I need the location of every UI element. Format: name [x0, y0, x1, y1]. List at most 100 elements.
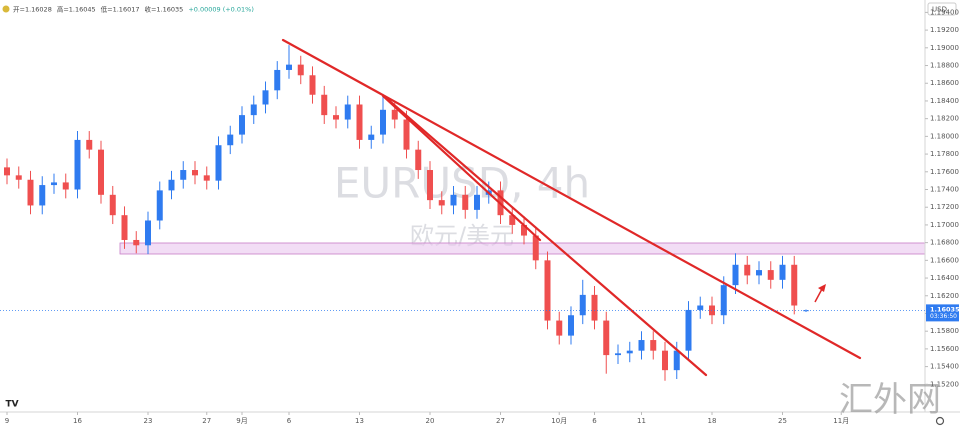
candle-body — [215, 145, 222, 181]
candle-body — [250, 104, 257, 116]
candle-body — [192, 170, 198, 176]
x-tick-label: 9月 — [236, 417, 247, 425]
arrow-shaft — [814, 288, 823, 303]
x-tick-label: 16 — [73, 417, 82, 425]
candle-body — [626, 350, 633, 354]
x-tick-label: 20 — [426, 417, 435, 425]
candle-body — [685, 309, 692, 351]
y-tick-label: 1.18400 — [930, 97, 959, 105]
candle-body — [673, 350, 680, 371]
candle-body — [39, 185, 46, 206]
y-tick-label: 1.16400 — [930, 274, 959, 282]
candle-body — [168, 179, 175, 191]
trendline — [381, 94, 542, 242]
candle-body — [756, 270, 762, 276]
ohlc-item: 收=1.16035 — [144, 5, 183, 14]
settings-button[interactable] — [935, 416, 945, 426]
candle-body — [438, 200, 445, 206]
y-tick-label: 1.16600 — [930, 256, 959, 264]
x-tick-label: 27 — [202, 417, 211, 425]
ohlc-item: +0.00009 (+0.01%) — [188, 6, 254, 14]
y-tick-label: 1.18800 — [930, 62, 959, 70]
candle-body — [391, 109, 398, 120]
candle-body — [544, 260, 551, 321]
candle-body — [74, 139, 81, 190]
last-price-label: 1.16035 — [930, 305, 960, 313]
ohlc-item: 开=1.16028 — [13, 6, 52, 14]
support-zone — [119, 242, 926, 255]
trendline — [383, 95, 708, 377]
y-tick-label: 1.15800 — [930, 327, 959, 335]
candle-body — [156, 190, 163, 221]
header: 开=1.16028 高=1.16045 低=1.16017 收=1.16035 +0.0… — [2, 5, 254, 14]
candle-body — [650, 340, 657, 351]
ohlc-item: 低=1.16017 — [101, 5, 140, 14]
arrow — [814, 284, 826, 303]
ohlc-item: 高=1.16045 — [57, 5, 96, 14]
y-tick-label: 1.15600 — [930, 345, 959, 353]
trendlines — [281, 38, 862, 377]
candle-body — [356, 104, 363, 140]
candle-body — [51, 182, 57, 186]
candle-body — [791, 264, 798, 306]
candle-body — [4, 167, 10, 176]
candle-body — [121, 215, 128, 240]
y-tick-label: 1.15200 — [930, 380, 959, 388]
site-watermark: 汇外网 — [839, 380, 941, 420]
x-tick-label: 10月 — [551, 417, 567, 425]
candle-body — [568, 315, 574, 336]
candle-body — [415, 149, 422, 171]
candle-body — [462, 194, 469, 210]
arrow-head — [818, 284, 826, 292]
candle-body — [274, 69, 281, 91]
candle-body — [333, 115, 339, 120]
currency-button[interactable] — [927, 2, 957, 16]
y-tick-label: 1.17600 — [930, 168, 959, 176]
candle-body — [15, 175, 22, 180]
candle-body — [697, 305, 704, 310]
candle-body — [803, 310, 809, 312]
candle-body — [380, 109, 386, 135]
y-tick-label: 1.19200 — [930, 26, 959, 34]
candle-body — [109, 194, 116, 216]
candle-body — [615, 353, 621, 356]
candle-body — [321, 94, 328, 116]
x-tick-label: 11月 — [833, 417, 849, 425]
x-tick-label: 9 — [5, 417, 9, 425]
currency-label: USD — [932, 6, 947, 14]
candle-body — [227, 134, 234, 146]
x-tick-label: 18 — [708, 417, 717, 425]
candle-body — [403, 119, 410, 150]
candle-body — [297, 64, 304, 76]
trendline — [281, 38, 862, 360]
candle-body — [744, 264, 751, 276]
candle-body — [180, 170, 187, 180]
candle-body — [509, 215, 516, 225]
candle-body — [86, 139, 93, 150]
y-tick-label: 1.19400 — [930, 8, 959, 16]
candle-body — [603, 320, 610, 356]
candle-body — [556, 320, 563, 336]
y-tick-label: 1.19000 — [930, 44, 959, 52]
candle-body — [344, 104, 351, 120]
candle-body — [27, 179, 34, 206]
y-tick-label: 1.16800 — [930, 239, 959, 247]
candle-body — [262, 90, 269, 105]
x-tick-label: 27 — [496, 417, 505, 425]
symbol-icon — [2, 5, 10, 13]
candle-body — [779, 264, 786, 280]
candle-body — [474, 194, 480, 210]
candle-body — [286, 64, 292, 70]
x-tick-label: 11 — [637, 417, 646, 425]
candle-body — [368, 134, 375, 140]
x-tick-label: 6 — [287, 417, 292, 425]
x-tick-label: 23 — [144, 417, 153, 425]
y-tick-label: 1.17200 — [930, 203, 959, 211]
candle-body — [239, 115, 245, 135]
candle-body — [427, 170, 433, 201]
candle-body — [532, 235, 539, 261]
y-tick-label: 1.15400 — [930, 363, 959, 371]
candle-body — [662, 350, 668, 371]
x-tick-label: 25 — [778, 417, 787, 425]
x-tick-label: 6 — [592, 417, 597, 425]
